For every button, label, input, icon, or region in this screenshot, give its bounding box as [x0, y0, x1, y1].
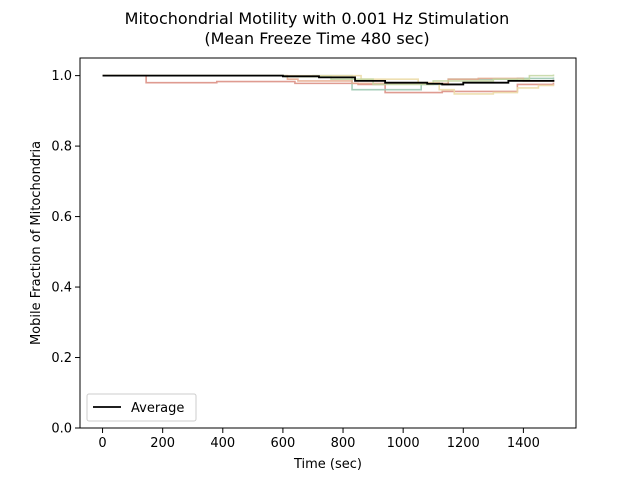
- legend-box: [86, 393, 197, 422]
- y-axis-label: Mobile Fraction of Mitochondria: [29, 141, 44, 345]
- chart-title-line-2: (Mean Freeze Time 480 sec): [204, 29, 429, 48]
- y-tick-label: 1.0: [51, 69, 72, 84]
- x-tick-label: 1400: [507, 436, 540, 451]
- x-tick-label: 200: [150, 436, 175, 451]
- y-tick-label: 0.6: [51, 210, 72, 225]
- x-tick-label: 600: [270, 436, 295, 451]
- y-tick-label: 0.2: [51, 351, 72, 366]
- x-tick-label: 800: [331, 436, 356, 451]
- y-axis-ticks: 0.0 0.2 0.4 0.6 0.8 1.0: [51, 69, 80, 437]
- y-tick-label: 0.4: [51, 281, 72, 296]
- y-tick-label: 0.8: [51, 140, 72, 155]
- x-axis-ticks: 0 200 400 600 800 1000 1200 1400: [98, 428, 540, 451]
- x-axis-label: Time (sec): [293, 457, 362, 472]
- x-tick-label: 1000: [387, 436, 420, 451]
- y-tick-label: 0.0: [51, 422, 72, 437]
- series-layer: [102, 74, 555, 95]
- legend-label-average: Average: [131, 401, 184, 416]
- x-tick-label: 0: [98, 436, 106, 451]
- series-line-average: [102, 74, 555, 86]
- legend: Average: [86, 393, 197, 422]
- x-tick-label: 400: [210, 436, 235, 451]
- plot-area-frame: [79, 57, 577, 429]
- x-tick-label: 1200: [447, 436, 480, 451]
- chart-title-line-1: Mitochondrial Motility with 0.001 Hz Sti…: [125, 9, 510, 28]
